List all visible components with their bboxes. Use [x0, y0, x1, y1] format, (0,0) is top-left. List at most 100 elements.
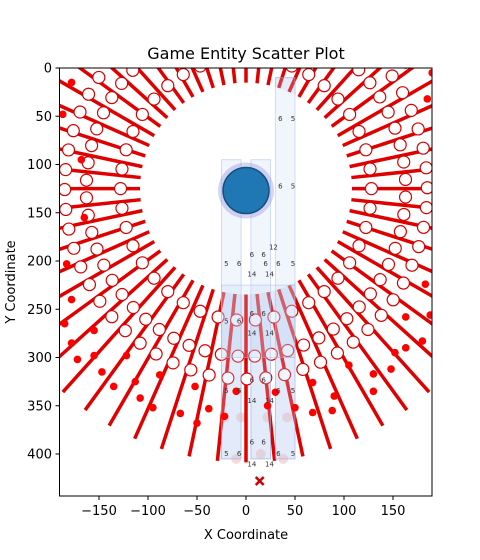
ring-marker: [346, 335, 360, 349]
lane-label: 5: [291, 115, 295, 123]
ring-marker: [198, 344, 212, 358]
ring-marker: [147, 271, 161, 285]
ring-marker: [295, 1, 307, 13]
ring-marker: [152, 322, 166, 337]
ring-marker: [105, 91, 119, 105]
ring-marker: [388, 121, 402, 135]
ring-marker: [420, 181, 432, 195]
target-marker: [254, 476, 265, 486]
ring-marker: [93, 294, 107, 308]
ring-marker: [419, 201, 432, 215]
lane-label: 5: [291, 183, 295, 191]
enemy-point: [369, 370, 378, 378]
ring-marker: [385, 69, 399, 83]
lane-label: 5: [291, 450, 295, 458]
ring-marker: [419, 161, 432, 175]
ring-marker: [317, 285, 331, 299]
ring-marker: [108, 68, 114, 69]
enemy-point: [263, 401, 272, 410]
ring-ray: [315, 68, 357, 112]
ring-marker: [193, 304, 207, 318]
lane-label: 14: [265, 270, 274, 278]
ring-marker: [302, 68, 316, 82]
enemy-point: [191, 382, 199, 391]
ring-marker: [343, 256, 357, 270]
ring-marker: [85, 225, 99, 240]
ring-marker: [352, 68, 366, 77]
ring-marker: [398, 190, 413, 204]
ring-marker: [59, 182, 72, 197]
ring-marker: [167, 331, 181, 345]
lane-label: 6: [237, 387, 242, 395]
ring-marker: [176, 68, 190, 82]
ring-marker: [90, 242, 104, 256]
ring-marker: [67, 241, 81, 255]
ring-marker: [340, 312, 354, 326]
chart-title: Game Entity Scatter Plot: [147, 44, 344, 63]
ring-marker: [115, 76, 129, 90]
ring-marker: [239, 0, 251, 4]
ring-marker: [119, 143, 133, 157]
ring-marker: [361, 41, 373, 53]
enemy-point: [73, 355, 82, 364]
enemy-point: [98, 368, 106, 376]
lane-label: 6: [237, 450, 242, 458]
y-tick-label: 350: [27, 399, 52, 414]
ring-marker: [147, 92, 161, 106]
lane-label: 5: [224, 260, 228, 268]
lane-overlay: [274, 77, 296, 460]
ring-marker: [118, 324, 132, 338]
ring-ray: [59, 167, 141, 180]
ring-ray: [59, 147, 143, 169]
ring-marker: [277, 0, 289, 8]
enemy-point: [193, 419, 201, 427]
enemy-point: [59, 110, 67, 119]
y-axis-label: Y Coordinate: [4, 240, 19, 324]
ring-marker: [126, 239, 140, 253]
lane-label: 14: [247, 270, 256, 278]
x-tick-label: 150: [381, 504, 406, 519]
ring-marker: [395, 86, 410, 100]
ring-marker: [105, 310, 119, 324]
ring-marker: [113, 182, 128, 196]
ring-marker: [361, 322, 375, 337]
x-tick-label: −150: [81, 504, 117, 519]
enemy-point: [423, 95, 432, 103]
lane-label: 5: [224, 318, 228, 326]
ring-marker: [312, 331, 326, 345]
lane-overlay: [250, 159, 271, 460]
enemy-point: [330, 392, 339, 400]
ring-marker: [297, 26, 309, 38]
enemy-point: [60, 319, 69, 328]
ring-ray: [109, 68, 169, 120]
ring-marker: [126, 124, 140, 139]
ring-marker: [61, 143, 76, 157]
lane-label: 6: [261, 310, 266, 318]
ring-marker: [317, 79, 331, 93]
y-tick-label: 50: [35, 110, 52, 125]
ring-marker: [135, 256, 149, 270]
ring-marker: [201, 0, 213, 9]
enemy-point: [369, 387, 378, 396]
ring-marker: [398, 172, 413, 187]
lane-label: 6: [250, 251, 255, 259]
ring-marker: [281, 343, 295, 358]
ring-marker: [184, 363, 198, 377]
ring-marker: [386, 293, 400, 307]
ring-marker: [359, 220, 373, 235]
enemy-point: [176, 409, 185, 418]
ring-marker: [182, 338, 196, 352]
ring-marker: [176, 296, 190, 310]
ring-marker: [352, 124, 366, 139]
lane-label: 5: [291, 260, 295, 268]
lane-label: 6: [237, 260, 242, 268]
enemy-point: [428, 69, 432, 77]
lane-label: 6: [276, 260, 281, 268]
enemy-point: [80, 213, 89, 222]
ring-marker: [363, 76, 377, 90]
ring-marker: [396, 276, 411, 290]
ring-marker: [412, 239, 426, 254]
ring-marker: [352, 300, 366, 314]
ring-marker: [79, 173, 94, 187]
ring-marker: [352, 239, 366, 253]
